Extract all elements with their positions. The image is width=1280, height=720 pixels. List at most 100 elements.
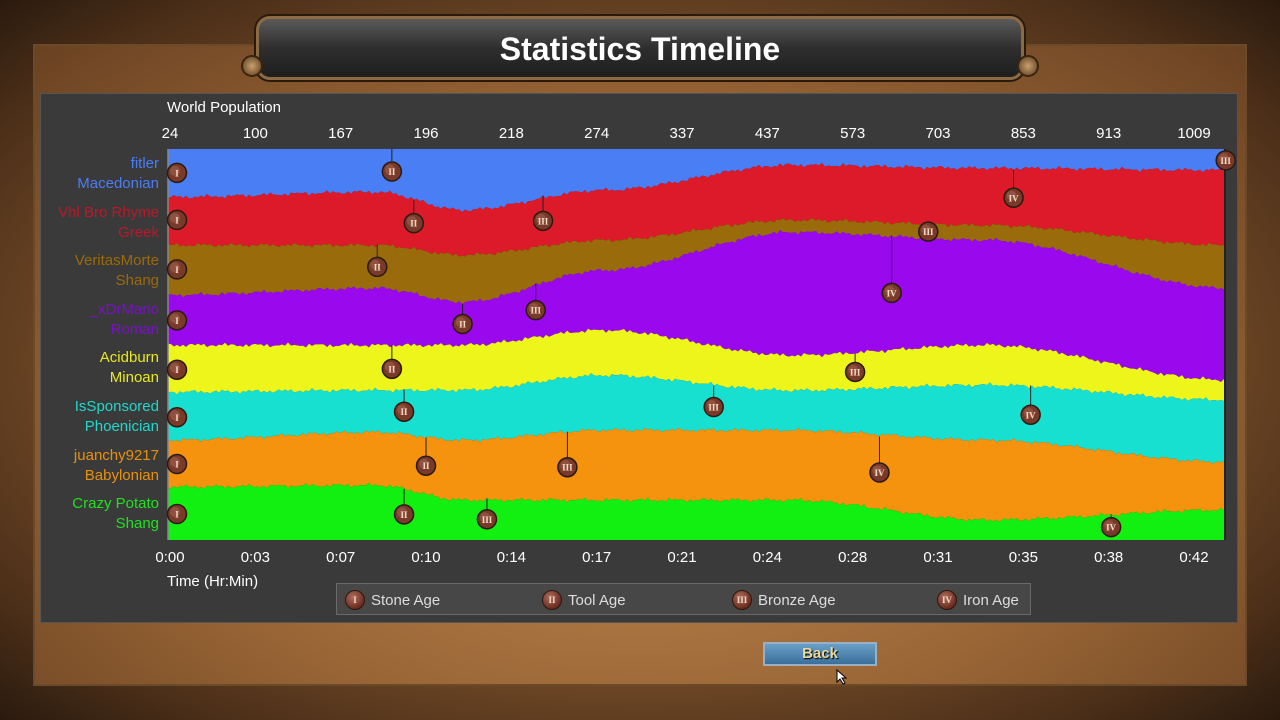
age-2-medal-icon: II [542, 590, 562, 610]
age-marker-ii-icon[interactable]: II [393, 504, 415, 525]
svg-text:II: II [410, 219, 418, 229]
age-3-medal-icon: III [732, 590, 752, 610]
svg-text:I: I [175, 168, 179, 178]
banner-ornament-right [1017, 55, 1039, 77]
x-tick-label: 0:21 [667, 549, 696, 566]
svg-text:II: II [388, 364, 396, 374]
player-label: VeritasMorte Shang [75, 251, 159, 291]
age-marker-i-icon[interactable]: I [166, 162, 188, 184]
age-marker-iv-icon[interactable]: IV [1100, 516, 1122, 538]
page-title: Statistics Timeline [499, 31, 781, 67]
legend-item: II Tool Age [542, 590, 626, 610]
top-tick-label: 274 [584, 125, 609, 142]
player-name: Vhl Bro Rhyme [58, 203, 159, 221]
top-tick-label: 573 [840, 125, 865, 142]
legend-item: I Stone Age [345, 590, 440, 610]
player-label: _xDrMario Roman [90, 300, 159, 340]
player-label: IsSponsored Phoenician [75, 397, 159, 437]
age-marker-i-icon[interactable]: I [166, 453, 188, 475]
player-civ: Greek [118, 223, 159, 241]
age-marker-ii-icon[interactable]: II [366, 256, 388, 278]
player-civ: Roman [110, 320, 159, 338]
svg-text:III: III [538, 216, 549, 226]
legend-label: Iron Age [963, 591, 1019, 609]
top-tick-label: 853 [1011, 125, 1036, 142]
age-marker-i-icon[interactable]: I [166, 259, 188, 280]
age-marker-i-icon[interactable]: I [166, 407, 188, 428]
age-marker-i-icon[interactable]: I [166, 503, 188, 525]
age-marker-ii-icon[interactable]: II [452, 313, 473, 335]
age-marker-i-icon[interactable]: I [166, 310, 188, 331]
age-marker-i-icon[interactable]: I [166, 359, 188, 380]
x-tick-label: 0:38 [1094, 549, 1123, 566]
age-marker-iii-icon[interactable]: III [525, 299, 546, 321]
svg-text:IV: IV [1009, 193, 1020, 203]
age-marker-ii-icon[interactable]: II [415, 455, 437, 476]
age-marker-iii-icon[interactable]: III [844, 361, 866, 383]
svg-text:II: II [459, 319, 467, 329]
legend-label: Bronze Age [758, 591, 836, 609]
age-1-medal-icon: I [345, 590, 365, 610]
svg-text:II: II [401, 510, 409, 520]
age-marker-iv-icon[interactable]: IV [1020, 404, 1041, 426]
top-tick-label: 24 [162, 125, 179, 142]
player-label: fitler Macedonian [77, 154, 159, 194]
x-tick-label: 0:17 [582, 549, 611, 566]
top-axis-label: World Population [167, 99, 281, 116]
player-name: IsSponsored [74, 398, 159, 415]
arrow-cursor-icon [836, 669, 848, 685]
x-tick-label: 0:14 [497, 549, 526, 566]
svg-text:IV: IV [887, 288, 898, 298]
player-name: Crazy Potato [72, 495, 159, 513]
svg-text:I: I [175, 316, 179, 326]
legend-item: IV Iron Age [937, 590, 1019, 610]
player-name: fitler [130, 155, 159, 172]
age-marker-ii-icon[interactable]: II [403, 212, 425, 234]
svg-text:III: III [1220, 156, 1231, 166]
legend-item: III Bronze Age [732, 590, 836, 610]
age-marker-iii-icon[interactable]: III [476, 509, 498, 530]
stream-band--xdrmario [168, 230, 1224, 382]
x-tick-label: 0:31 [923, 549, 952, 566]
stream-band-veritasmorte [168, 218, 1224, 305]
svg-text:II: II [388, 167, 396, 177]
age-marker-iii-icon[interactable]: III [1215, 150, 1236, 171]
player-civ: Phoenician [84, 418, 159, 435]
age-marker-iii-icon[interactable]: III [557, 456, 578, 478]
age-marker-ii-icon[interactable]: II [381, 161, 403, 182]
player-label: juanchy9217 Babylonian [74, 446, 159, 486]
banner-ornament-left [241, 55, 263, 77]
top-tick-label: 337 [669, 125, 694, 142]
stream-band-fitler [168, 149, 1224, 213]
player-civ: Babylonian [84, 466, 159, 484]
age-marker-i-icon[interactable]: I [166, 209, 188, 231]
stream-band-issponsored [168, 373, 1224, 464]
title-banner: Statistics Timeline [241, 16, 1039, 80]
svg-text:I: I [175, 365, 179, 375]
player-name: VeritasMorte [74, 252, 159, 270]
x-tick-label: 0:35 [1009, 549, 1038, 566]
player-label: Vhl Bro Rhyme Greek [58, 203, 159, 243]
age-marker-iv-icon[interactable]: IV [881, 282, 902, 304]
stream-band-vhl-bro-rhyme [168, 162, 1224, 257]
x-tick-label: 0:07 [326, 549, 355, 566]
player-name: Acidburn [99, 349, 159, 367]
age-marker-iii-icon[interactable]: III [703, 396, 724, 418]
age-marker-ii-icon[interactable]: II [393, 401, 415, 422]
age-marker-iii-icon[interactable]: III [532, 210, 554, 232]
svg-text:IV: IV [1106, 523, 1117, 533]
player-civ: Shang [115, 272, 159, 290]
player-label: Crazy Potato Shang [72, 494, 159, 534]
top-tick-label: 218 [499, 125, 524, 142]
x-tick-label: 0:24 [753, 549, 782, 566]
x-tick-label: 0:28 [838, 549, 867, 566]
age-marker-ii-icon[interactable]: II [381, 358, 403, 380]
svg-text:I: I [175, 413, 179, 423]
svg-text:I: I [175, 510, 179, 520]
svg-text:IV: IV [1026, 410, 1037, 420]
age-marker-iii-icon[interactable]: III [917, 221, 939, 242]
back-button[interactable]: Back [763, 642, 877, 666]
age-marker-iv-icon[interactable]: IV [1003, 187, 1024, 209]
age-marker-iv-icon[interactable]: IV [869, 462, 890, 483]
